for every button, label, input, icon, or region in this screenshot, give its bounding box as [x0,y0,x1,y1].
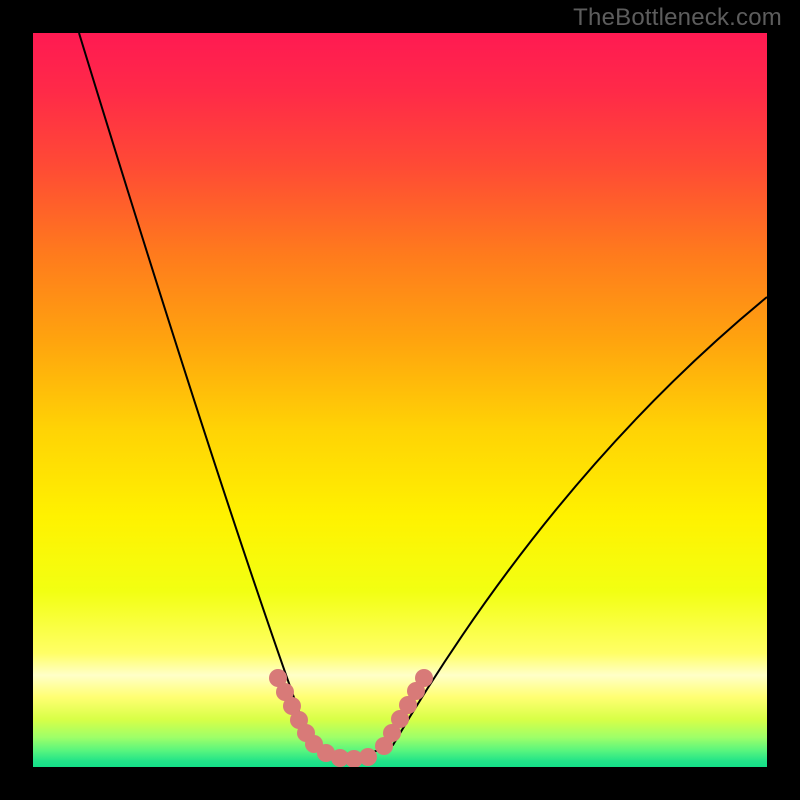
plot-area [33,33,767,767]
valley-dot [359,748,377,766]
chart-svg [33,33,767,767]
valley-dot [415,669,433,687]
watermark-text: TheBottleneck.com [573,4,782,32]
chart-stage: TheBottleneck.com [0,0,800,800]
gradient-background [33,33,767,767]
